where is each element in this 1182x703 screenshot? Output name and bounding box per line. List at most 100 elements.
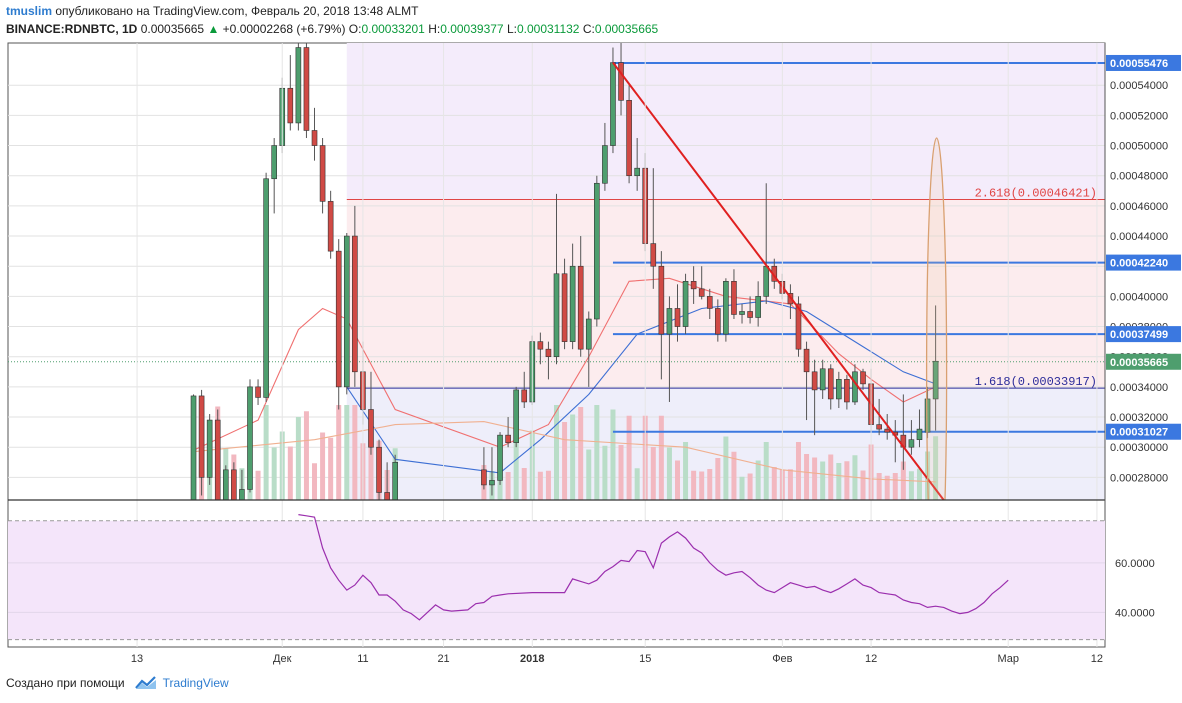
open-value: 0.00033201 (361, 22, 425, 36)
candle-body (376, 446, 382, 493)
candle-body (335, 250, 342, 388)
candle-body (908, 439, 915, 448)
volume-bar (860, 470, 866, 500)
candle-body (884, 428, 891, 433)
tradingview-logo-icon (134, 676, 156, 689)
candle-body (932, 360, 939, 400)
candle-body (392, 461, 398, 500)
volume-bar (844, 461, 850, 500)
volume-bar (287, 446, 293, 500)
downtrend-line (612, 62, 945, 500)
y-tick-label: 0.00044000 (1110, 231, 1168, 243)
created-with-label: Создано при помощи (6, 676, 125, 690)
last-price: 0.00035665 (140, 22, 205, 36)
candle-body (618, 62, 624, 101)
fib-level-label: 1.618(0.00033917) (975, 375, 1097, 389)
y-tick-label: 0.00046000 (1110, 201, 1168, 213)
high-value: 0.00039377 (440, 22, 504, 36)
candle-body (384, 492, 390, 500)
volume-bar (771, 467, 777, 500)
x-tick-label: 11 (357, 653, 368, 665)
candle-body (319, 145, 326, 202)
volume-bar (513, 437, 519, 500)
author-username[interactable]: tmuslim (6, 4, 53, 18)
candle-body (739, 311, 745, 315)
volume-bar (683, 442, 689, 500)
volume-bar (787, 469, 793, 500)
candle-body (650, 243, 657, 267)
candle-body (844, 379, 850, 403)
candle-body (634, 167, 640, 177)
volume-bar (876, 473, 882, 500)
candle-body (247, 386, 253, 490)
volume-bar (933, 436, 939, 500)
y-tick-label: 0.00040000 (1110, 291, 1168, 303)
candle-body (690, 281, 697, 290)
candle-body (271, 145, 277, 180)
candle-body (537, 341, 544, 350)
candle-body (561, 273, 568, 342)
volume-bar (320, 432, 326, 500)
tradingview-link[interactable]: TradingView (162, 676, 229, 690)
volume-bar (715, 458, 721, 500)
volume-bar (908, 471, 914, 500)
candle-body (731, 281, 737, 315)
y-tick-label: 0.00048000 (1110, 171, 1168, 183)
candle-body (836, 379, 842, 400)
volume-bar (820, 461, 826, 500)
candle-body (755, 296, 761, 318)
candle-body (303, 47, 310, 131)
candle-body (513, 389, 519, 443)
y-tick-label: 0.00028000 (1110, 472, 1168, 484)
candle-body (803, 348, 810, 373)
level-price-label: 0.00055476 (1110, 58, 1168, 70)
candle-body (666, 308, 673, 335)
candle-body (287, 87, 294, 124)
volume-bar (618, 445, 624, 500)
candle-body (368, 409, 374, 448)
volume-bar (562, 422, 568, 500)
candle-body (481, 469, 487, 486)
candle-body (577, 265, 584, 350)
volume-bar (699, 471, 705, 500)
volume-bar (658, 415, 664, 500)
last-price-label: 0.00035665 (1110, 357, 1168, 369)
volume-bar (336, 405, 342, 500)
rsi-tick-label: 40.0000 (1115, 607, 1155, 619)
candle-body (255, 386, 261, 398)
candle-body (198, 395, 205, 478)
candle-body (206, 419, 213, 478)
volume-bar (537, 471, 543, 500)
volume-bar (505, 472, 511, 500)
level-price-tag (1106, 326, 1181, 343)
candle-body (311, 130, 318, 146)
symbol-label: BINANCE:RDNBTC, 1D (6, 22, 138, 36)
candle-body (698, 288, 705, 297)
moving-average-line (193, 421, 936, 483)
level-price-label: 0.00037499 (1110, 329, 1168, 341)
highlight-ellipse (925, 137, 948, 500)
volume-bar (594, 405, 600, 500)
x-tick-label: Фев (772, 653, 792, 665)
candle-body (819, 368, 826, 391)
candle-body (239, 489, 245, 500)
chart-header-title: tmuslim опубликовано на TradingView.com,… (6, 4, 419, 18)
low-label: L: (506, 22, 517, 36)
volume-bar (368, 443, 374, 500)
candle-body (585, 318, 592, 350)
rsi-line (298, 514, 1009, 621)
volume-bar (674, 460, 680, 500)
x-tick-label: 2018 (520, 653, 544, 665)
y-tick-label: 0.00032000 (1110, 412, 1168, 424)
candle-body (489, 480, 495, 486)
y-tick-label: 0.00050000 (1110, 141, 1168, 153)
candle-body (327, 201, 334, 252)
volume-bar (553, 405, 560, 500)
published-info: опубликовано на TradingView.com, Февраль… (55, 4, 419, 18)
volume-bar (884, 475, 890, 500)
candle-body (343, 235, 350, 388)
candle-body (860, 371, 866, 385)
x-tick-label: 12 (865, 653, 877, 665)
level-price-tag (1106, 54, 1181, 71)
